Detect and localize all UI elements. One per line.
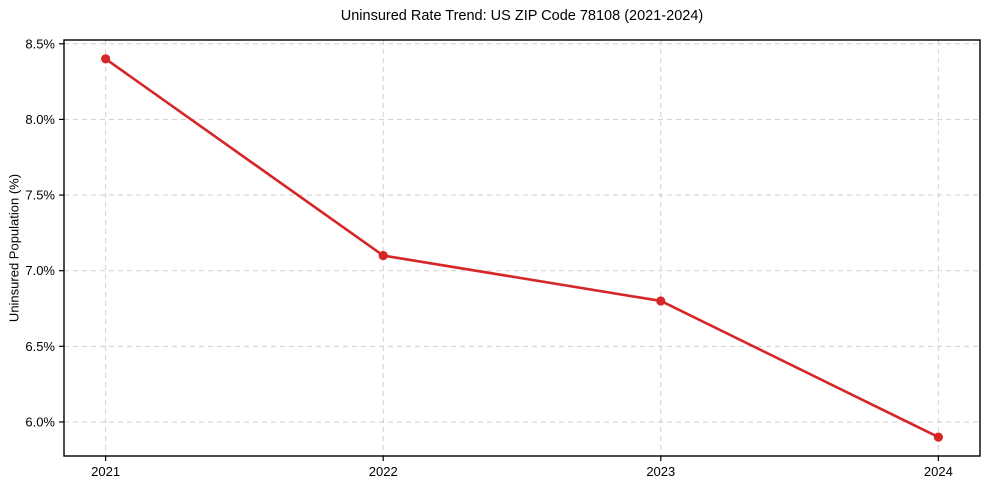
x-tick-label: 2022 <box>369 464 398 479</box>
y-tick-label: 8.0% <box>25 112 55 127</box>
y-tick-label: 6.5% <box>25 339 55 354</box>
data-point-marker <box>656 296 666 306</box>
data-point-marker <box>378 250 388 261</box>
y-tick-label: 7.0% <box>25 263 55 278</box>
x-tick-label: 2024 <box>924 464 953 479</box>
plot-border <box>63 39 981 457</box>
x-tick-label: 2023 <box>646 464 675 479</box>
trend-line <box>104 57 940 439</box>
chart-title: Uninsured Rate Trend: US ZIP Code 78108 … <box>340 8 704 24</box>
data-point-marker <box>101 54 111 64</box>
data-point-marker <box>933 432 943 442</box>
y-tick-label: 6.0% <box>25 414 55 429</box>
y-tick-label: 8.5% <box>25 36 55 51</box>
x-tick-label: 2021 <box>91 464 120 479</box>
y-tick-label: 7.5% <box>25 188 55 203</box>
